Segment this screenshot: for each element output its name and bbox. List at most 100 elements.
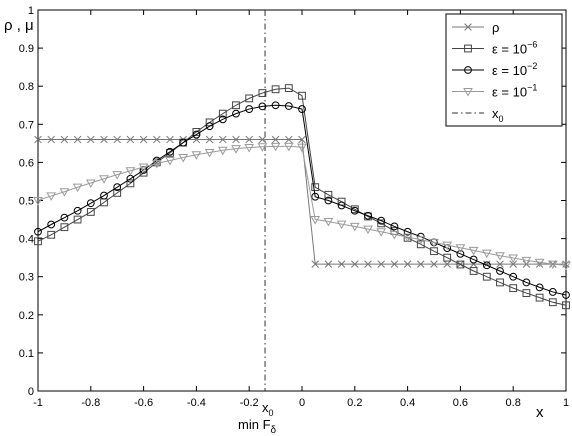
data-point (429, 238, 439, 248)
x0-annotation-label: x0 (262, 400, 274, 418)
data-point (390, 260, 399, 268)
y-tick-label: 0.8 (19, 81, 34, 93)
data-point (257, 143, 268, 152)
data-point (59, 188, 70, 197)
data-point (271, 85, 280, 94)
data-point (73, 215, 82, 224)
data-point (72, 183, 83, 193)
y-tick-label: 0.7 (19, 119, 34, 131)
data-point (298, 105, 306, 113)
y-tick-label: 0.3 (19, 272, 34, 284)
data-point (430, 260, 438, 268)
legend-label-sup: −2 (527, 61, 537, 71)
data-point (258, 135, 267, 144)
legend-item: ε = 10−1 (452, 83, 537, 100)
data-point (284, 102, 293, 110)
data-point (496, 267, 504, 275)
x0-annotation-main: x (262, 400, 269, 415)
data-point (376, 228, 387, 237)
x0-annotation-sub: 0 (269, 408, 274, 418)
data-point (403, 227, 412, 236)
data-point (522, 289, 531, 297)
data-point (166, 135, 174, 144)
legend-label-sup: −1 (527, 83, 537, 93)
data-point (34, 237, 42, 246)
min-f-annotation-label: min Fδ (238, 417, 276, 436)
data-point (151, 160, 162, 169)
legend-label-main: ε = 10 (492, 42, 527, 57)
data-point (562, 291, 570, 299)
data-point (125, 167, 136, 176)
data-point (310, 216, 321, 225)
data-point (47, 230, 56, 239)
data-point (336, 220, 347, 230)
data-point (271, 101, 280, 110)
x-tick-label: 0.6 (453, 397, 468, 409)
data-point (363, 225, 373, 235)
x-tick-label: -1 (33, 397, 43, 409)
series-3 (33, 142, 571, 271)
y-tick-label: 0.9 (19, 43, 34, 55)
data-point (204, 148, 215, 158)
data-point (495, 252, 505, 261)
data-point (73, 135, 82, 144)
data-point (34, 135, 42, 144)
data-point (285, 135, 293, 144)
data-point (218, 115, 227, 124)
y-tick-label: 0.5 (19, 196, 34, 208)
data-point (323, 217, 334, 227)
series-2 (34, 101, 570, 299)
data-point (482, 261, 491, 270)
data-point (99, 175, 109, 184)
data-point (464, 23, 472, 31)
data-point (311, 183, 320, 192)
legend-item: x0 (452, 106, 504, 124)
data-point (534, 258, 545, 268)
series-line (37, 145, 567, 266)
data-point (463, 88, 473, 97)
x-tick-label: -0.2 (240, 397, 259, 409)
data-point (126, 135, 135, 144)
legend-label: ε = 10−1 (492, 83, 537, 100)
data-point (443, 253, 452, 262)
data-point (377, 260, 385, 268)
data-point (232, 101, 240, 110)
data-point (509, 272, 518, 281)
data-point (442, 241, 453, 251)
data-point (508, 254, 519, 264)
data-point (562, 301, 570, 310)
data-point (46, 192, 57, 201)
data-point (430, 247, 438, 256)
x-tick-label: 0 (299, 397, 305, 409)
data-point (443, 260, 451, 268)
data-point (245, 94, 254, 103)
x-tick-label: 0.8 (506, 397, 521, 409)
data-point (270, 142, 281, 152)
data-point (364, 260, 372, 268)
data-point (535, 283, 544, 292)
data-point (337, 260, 346, 268)
data-point (112, 171, 123, 180)
data-point (86, 208, 95, 216)
data-point (456, 249, 465, 258)
data-point (100, 135, 108, 144)
legend-label: ρ (492, 20, 499, 35)
data-point (245, 135, 253, 144)
series-line (37, 87, 567, 306)
data-point (232, 109, 240, 118)
data-point (402, 233, 413, 243)
data-point (469, 255, 478, 264)
data-point (271, 135, 280, 144)
data-point (113, 188, 122, 197)
data-point (205, 135, 214, 144)
legend-label-main: x (492, 106, 499, 121)
data-point (191, 151, 202, 160)
data-point (521, 256, 532, 266)
data-point (415, 236, 426, 245)
data-point (217, 146, 228, 156)
data-point (87, 135, 95, 144)
data-point (364, 211, 372, 220)
x-axis-label: x (536, 404, 544, 421)
x-tick-label: 0.2 (347, 397, 362, 409)
data-point (416, 240, 425, 249)
